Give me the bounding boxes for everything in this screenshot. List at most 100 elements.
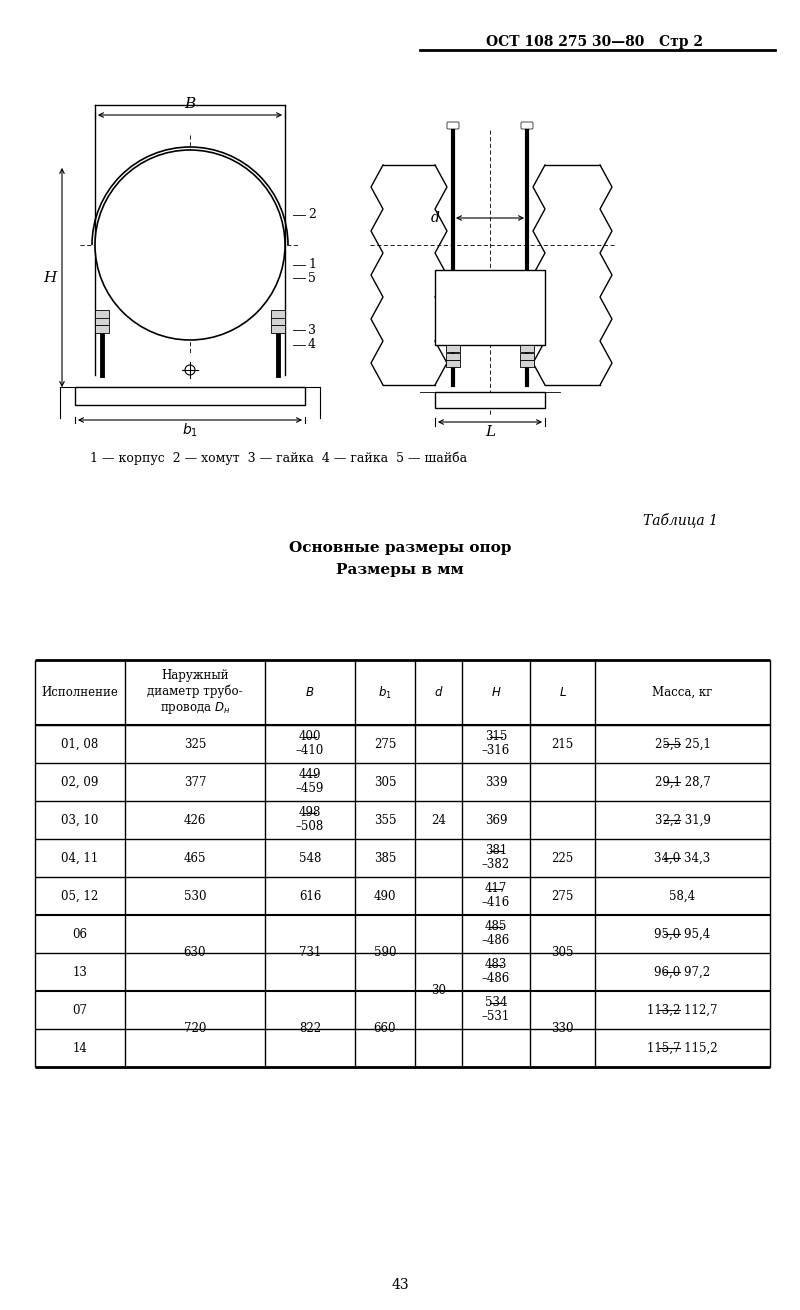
FancyBboxPatch shape [521,122,533,128]
Text: 490: 490 [374,889,396,903]
Text: 325: 325 [184,738,206,751]
Bar [95,310,109,318]
Text: 369: 369 [485,814,507,827]
Text: 315: 315 [485,731,507,744]
Text: 548: 548 [299,852,321,865]
Text: 275: 275 [374,738,396,751]
Text: $d$: $d$ [434,685,443,700]
Text: 113,2 112,7: 113,2 112,7 [647,1003,718,1017]
Text: 275: 275 [551,889,574,903]
Text: 3: 3 [308,324,316,337]
Text: 530: 530 [184,889,206,903]
Text: $b_1$: $b_1$ [378,684,392,701]
Text: 330: 330 [551,1023,574,1035]
Text: 225: 225 [551,852,574,865]
Text: 630: 630 [184,947,206,959]
Text: 465: 465 [184,852,206,865]
Text: –416: –416 [482,896,510,909]
Text: Основные размеры опор: Основные размеры опор [289,541,511,555]
Text: 616: 616 [299,889,321,903]
Text: 25,5 25,1: 25,5 25,1 [654,738,710,751]
Text: 14: 14 [73,1041,87,1055]
Text: B: B [184,97,196,111]
Text: 24: 24 [431,814,446,827]
Text: 426: 426 [184,814,206,827]
Text: 1: 1 [308,258,316,271]
Bar [95,317,109,325]
Text: Размеры в мм: Размеры в мм [336,563,464,576]
Text: Таблица 1: Таблица 1 [642,512,718,528]
Bar [435,270,545,345]
Bar [271,325,285,333]
Text: 43: 43 [391,1279,409,1292]
Text: 660: 660 [374,1023,396,1035]
Text: d: d [430,211,439,225]
Text: –316: –316 [482,744,510,757]
Text: 05, 12: 05, 12 [62,889,98,903]
Text: $H$: $H$ [490,686,502,700]
Bar [520,352,534,360]
Text: $b_1$: $b_1$ [182,422,198,439]
Text: 417: 417 [485,883,507,896]
Circle shape [112,166,268,324]
Text: 590: 590 [374,947,396,959]
Bar [271,317,285,325]
Text: 4: 4 [308,338,316,351]
Text: –531: –531 [482,1010,510,1023]
Text: –508: –508 [296,820,324,833]
Circle shape [122,177,258,313]
Text: 720: 720 [184,1023,206,1035]
Text: L: L [485,424,495,439]
Text: –486: –486 [482,934,510,947]
Text: 400: 400 [298,731,322,744]
Bar [271,310,285,318]
Bar [446,352,460,360]
Text: ОСТ 108 275 30—80   Стр 2: ОСТ 108 275 30—80 Стр 2 [486,35,703,48]
Text: 04, 11: 04, 11 [62,852,98,865]
Text: 215: 215 [551,738,574,751]
Text: $B$: $B$ [306,686,314,700]
Text: 449: 449 [298,769,322,782]
Text: 07: 07 [73,1003,87,1017]
Circle shape [95,151,285,341]
Text: 30: 30 [431,985,446,997]
Circle shape [102,157,278,333]
Text: –486: –486 [482,972,510,985]
Text: 381: 381 [485,845,507,858]
Text: 534: 534 [485,997,507,1010]
Text: Масса, кг: Масса, кг [652,686,713,700]
Text: 5: 5 [308,271,316,284]
Text: 96,0 97,2: 96,0 97,2 [654,965,710,979]
Text: –459: –459 [296,782,324,795]
Bar [95,325,109,333]
Text: 06: 06 [73,927,87,941]
FancyBboxPatch shape [447,122,459,128]
Text: 58,4: 58,4 [670,889,695,903]
Text: 115,7 115,2: 115,7 115,2 [647,1041,718,1055]
Text: 305: 305 [374,776,396,789]
Bar [75,386,305,405]
Text: 339: 339 [485,776,507,789]
Text: 498: 498 [299,807,321,820]
Text: 385: 385 [374,852,396,865]
Text: 305: 305 [551,947,574,959]
Text: 32,2 31,9: 32,2 31,9 [654,814,710,827]
Text: 2: 2 [308,208,316,221]
Bar [446,360,460,367]
Bar [435,392,545,407]
Text: 485: 485 [485,921,507,934]
Text: 01, 08: 01, 08 [62,738,98,751]
Text: –382: –382 [482,858,510,871]
Text: 29,1 28,7: 29,1 28,7 [654,776,710,789]
Text: –410: –410 [296,744,324,757]
Bar [520,360,534,367]
Text: 95,0 95,4: 95,0 95,4 [654,927,710,941]
Text: 02, 09: 02, 09 [62,776,98,789]
Text: 13: 13 [73,965,87,979]
Text: 483: 483 [485,959,507,972]
Text: 34,0 34,3: 34,0 34,3 [654,852,710,865]
Text: Исполнение: Исполнение [42,686,118,700]
Text: H: H [43,271,57,286]
Text: 1 — корпус  2 — хомут  3 — гайка  4 — гайка  5 — шайба: 1 — корпус 2 — хомут 3 — гайка 4 — гайка… [90,451,467,465]
Text: Наружный
диаметр трубо-
провода $D_н$: Наружный диаметр трубо- провода $D_н$ [147,669,243,715]
